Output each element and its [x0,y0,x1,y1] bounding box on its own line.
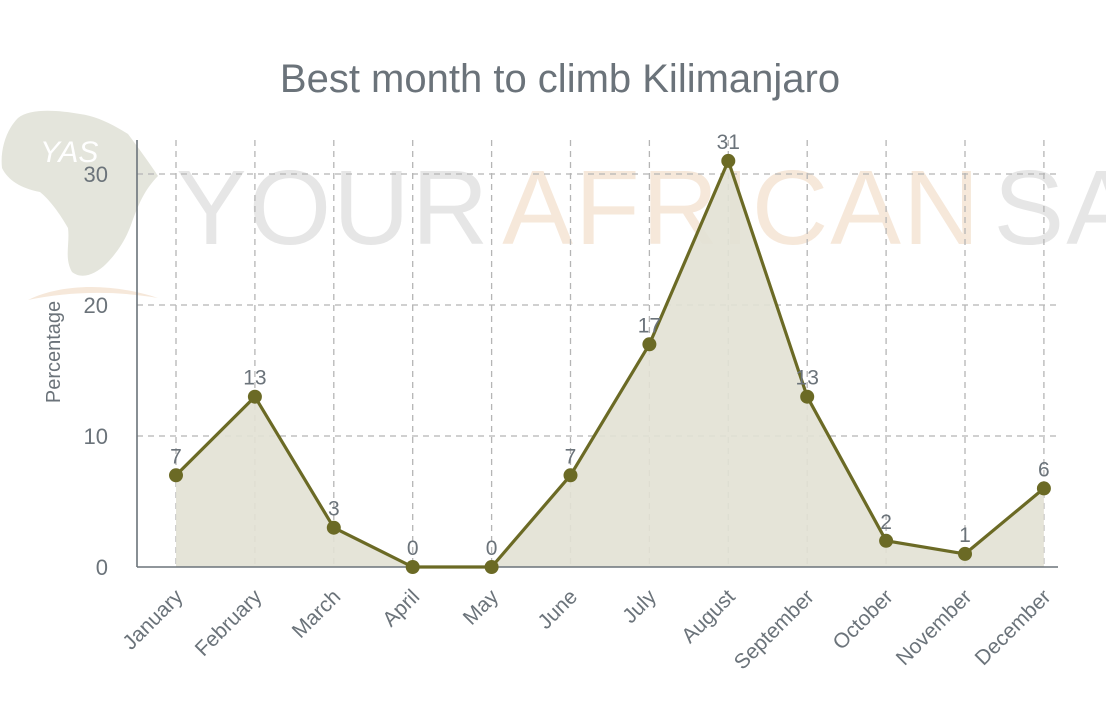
data-label-august: 31 [717,131,740,154]
watermark-text: YOURAFRICANSAFARI [176,149,1106,267]
x-tick-label-august: August [677,585,740,648]
y-tick-label: 20 [84,293,108,318]
data-point-april [405,560,420,574]
logo-swoosh [28,286,158,300]
x-tick-label-september: September [730,585,819,674]
data-point-november [958,546,972,561]
x-tick-label-january: January [118,585,187,654]
series-line [174,159,1045,569]
watermark: YAS YOURAFRICANSAFARI [1,110,1106,300]
data-label-february: 13 [243,367,266,390]
x-tick-label-november: November [892,585,977,670]
x-tick-label-february: February [191,585,267,661]
data-label-january: 7 [170,445,182,468]
area-fill [176,160,1044,567]
chart-title: Best month to climb Kilimanjaro [280,57,840,101]
y-ticks: 0 10 20 30 [84,162,108,580]
y-tick-label: 30 [84,162,108,187]
watermark-word-1: YOUR [176,149,490,267]
x-tick-label-december: December [971,585,1056,670]
watermark-logo-mark: YAS [40,136,98,169]
x-tick-label-april: April [378,585,424,631]
data-label-october: 2 [880,511,892,534]
data-point-may [484,560,499,574]
data-label-may: 0 [486,537,498,560]
series-area [176,160,1044,567]
data-point-june [563,468,578,483]
watermark-word-3: SAFARI [994,149,1106,267]
data-label-july: 17 [638,314,661,337]
axes [136,140,1058,568]
y-tick-label: 10 [84,424,108,449]
data-point-september [800,389,815,404]
x-tick-label-march: March [288,585,346,643]
data-label-september: 13 [796,367,819,390]
y-tick-label: 0 [96,555,108,580]
x-ticks: January February March April May June July Augu… [118,585,1055,674]
data-points [169,153,1051,574]
data-point-july [642,337,657,352]
x-tick-label-october: October [829,585,898,654]
data-point-august [721,153,736,168]
data-point-march [326,520,341,535]
series-line-path [174,159,1045,569]
data-label-december: 6 [1038,458,1050,481]
data-label-november: 1 [959,524,971,547]
data-labels: 7 13 3 0 0 7 17 31 13 2 1 6 [170,131,1050,560]
x-tick-label-may: May [459,585,504,630]
data-point-january [169,468,183,483]
data-label-april: 0 [407,537,419,560]
x-tick-label-july: July [618,585,661,628]
data-point-october [879,533,894,548]
africa-map-icon [1,110,158,276]
data-label-march: 3 [328,498,340,521]
x-tick-label-june: June [534,585,582,633]
data-point-december [1036,481,1051,496]
y-axis-label: Percentage [43,301,65,403]
data-label-june: 7 [565,445,577,468]
data-point-february [247,389,262,404]
